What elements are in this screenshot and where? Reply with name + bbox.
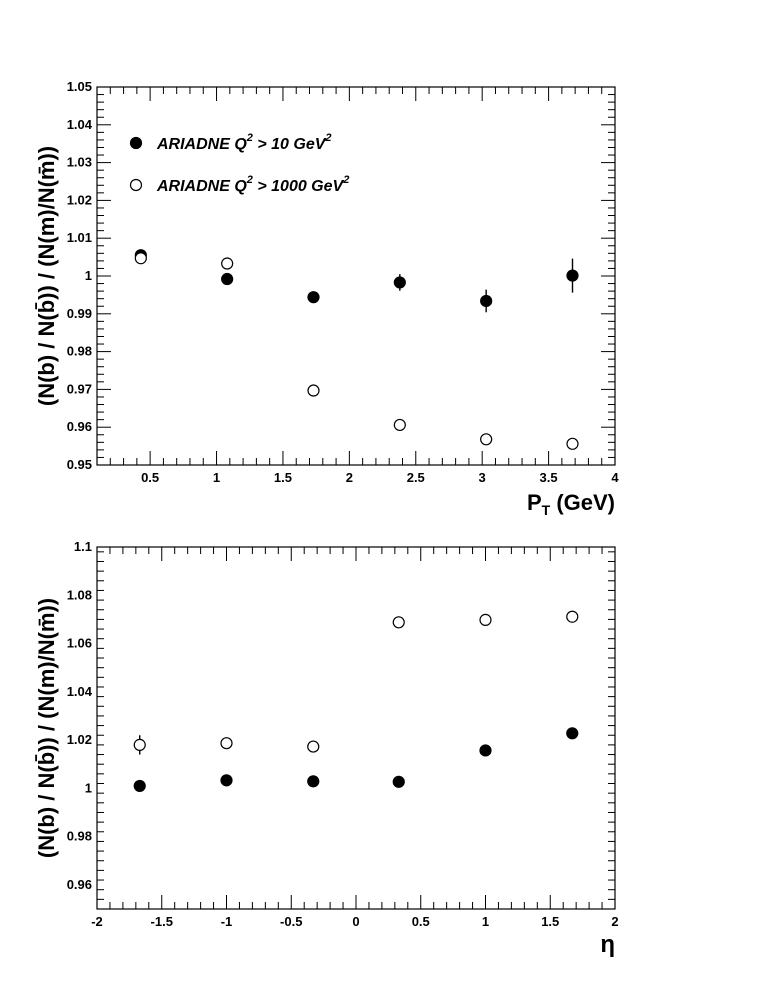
y-tick-label: 0.96 xyxy=(67,419,92,434)
legend-label-middle: > 10 GeV xyxy=(253,136,327,153)
x-tick-label: 2 xyxy=(611,914,618,929)
x-tick-label: -1.5 xyxy=(151,914,173,929)
x-tick-label: 0.5 xyxy=(412,914,430,929)
x-tick-label: -1 xyxy=(221,914,233,929)
y-tick-label: 0.95 xyxy=(67,457,92,472)
data-point-filled xyxy=(479,744,492,757)
x-tick-label: 0.5 xyxy=(141,470,159,485)
x-axis-title-main: η xyxy=(600,931,615,958)
data-point-open xyxy=(133,738,146,751)
y-axis-title: (N(b) / N(b̄)) / (N(m)/N(m̄)) xyxy=(34,146,59,406)
y-axis-title: (N(b) / N(b̄)) / (N(m)/N(m̄)) xyxy=(34,598,59,858)
data-point-open xyxy=(393,418,406,432)
y-tick-label: 1.02 xyxy=(67,732,92,747)
data-point-filled xyxy=(392,775,405,788)
y-tick-label: 1.05 xyxy=(67,79,92,94)
x-tick-label: -0.5 xyxy=(280,914,302,929)
x-tick-label: 4 xyxy=(611,470,619,485)
data-point-filled xyxy=(566,269,579,282)
legend-marker-filled xyxy=(129,136,143,150)
data-point-open xyxy=(307,384,320,397)
y-tick-label: 1 xyxy=(85,268,92,283)
x-tick-label: 2.5 xyxy=(407,470,425,485)
bottom-panel-eta: 0.96 0.98 1 1.02 1.04 1.06 1.08 1.1 -2 -1.5 -1 -0.5… xyxy=(34,539,619,958)
x-tick-label: 3.5 xyxy=(540,470,558,485)
legend-label-sup: 2 xyxy=(324,132,331,144)
x-tick-label: 3 xyxy=(479,470,486,485)
data-point-open xyxy=(220,737,233,750)
legend-label-sup: 2 xyxy=(246,132,253,144)
x-tick-label: 1.5 xyxy=(541,914,559,929)
x-axis-title-main: P xyxy=(527,490,542,515)
data-point-filled xyxy=(221,272,234,286)
y-tick-label: 1.08 xyxy=(67,587,92,602)
data-point-filled xyxy=(307,775,320,788)
data-point-open xyxy=(566,437,579,450)
data-point-open xyxy=(479,613,492,626)
legend-label-middle: > 1000 GeV xyxy=(253,178,345,195)
legend-label-sup: 2 xyxy=(342,174,349,186)
data-point-filled xyxy=(307,291,320,304)
y-tick-label: 1.1 xyxy=(74,539,92,554)
y-tick-label: 1.02 xyxy=(67,192,92,207)
data-point-filled xyxy=(566,727,579,740)
x-tick-label: 2 xyxy=(346,470,353,485)
x-tick-label: 0 xyxy=(352,914,359,929)
x-axis-title-sub: T xyxy=(542,502,551,518)
y-tick-label: 1.06 xyxy=(67,636,92,651)
y-tick-label: 0.96 xyxy=(67,877,92,892)
data-point-open xyxy=(566,610,579,623)
y-tick-label: 0.98 xyxy=(67,344,92,359)
data-point-open xyxy=(392,616,405,629)
x-tick-label: 1.5 xyxy=(274,470,292,485)
legend-label-sup: 2 xyxy=(246,174,253,186)
y-tick-label: 0.97 xyxy=(67,381,92,396)
legend-label: ARIADNE Q2 > 1000 GeV2 xyxy=(156,174,349,195)
legend-label-prefix: ARIADNE Q xyxy=(156,178,247,195)
x-tick-label: -2 xyxy=(91,914,103,929)
y-tick-label: 1.04 xyxy=(67,684,93,699)
x-axis-title-unit: (GeV) xyxy=(550,490,615,515)
y-tick-label: 1.03 xyxy=(67,155,92,170)
y-tick-label: 0.99 xyxy=(67,306,92,321)
data-point-open xyxy=(480,433,493,446)
data-point-open xyxy=(221,257,234,270)
top-panel-pt: 0.95 0.96 0.97 0.98 0.99 1 1.01 1.02 1.03 1.04 1.0… xyxy=(34,79,619,518)
data-point-open xyxy=(134,252,147,265)
y-tick-label: 1 xyxy=(85,780,92,795)
legend-marker-open xyxy=(129,178,143,192)
data-point-open xyxy=(307,740,320,753)
data-point-filled xyxy=(220,774,233,787)
y-tick-label: 0.98 xyxy=(67,829,92,844)
data-point-filled xyxy=(480,294,493,308)
data-point-filled xyxy=(133,779,146,793)
x-tick-label: 1 xyxy=(482,914,489,929)
legend-label-prefix: ARIADNE Q xyxy=(156,136,247,153)
x-axis-title: PT (GeV) xyxy=(527,490,615,518)
data-point-filled xyxy=(393,276,406,289)
x-axis-title: η xyxy=(600,931,615,958)
x-tick-label: 1 xyxy=(213,470,220,485)
legend-label: ARIADNE Q2 > 10 GeV2 xyxy=(156,132,332,153)
y-tick-label: 1.04 xyxy=(67,117,93,132)
y-tick-label: 1.01 xyxy=(67,230,92,245)
